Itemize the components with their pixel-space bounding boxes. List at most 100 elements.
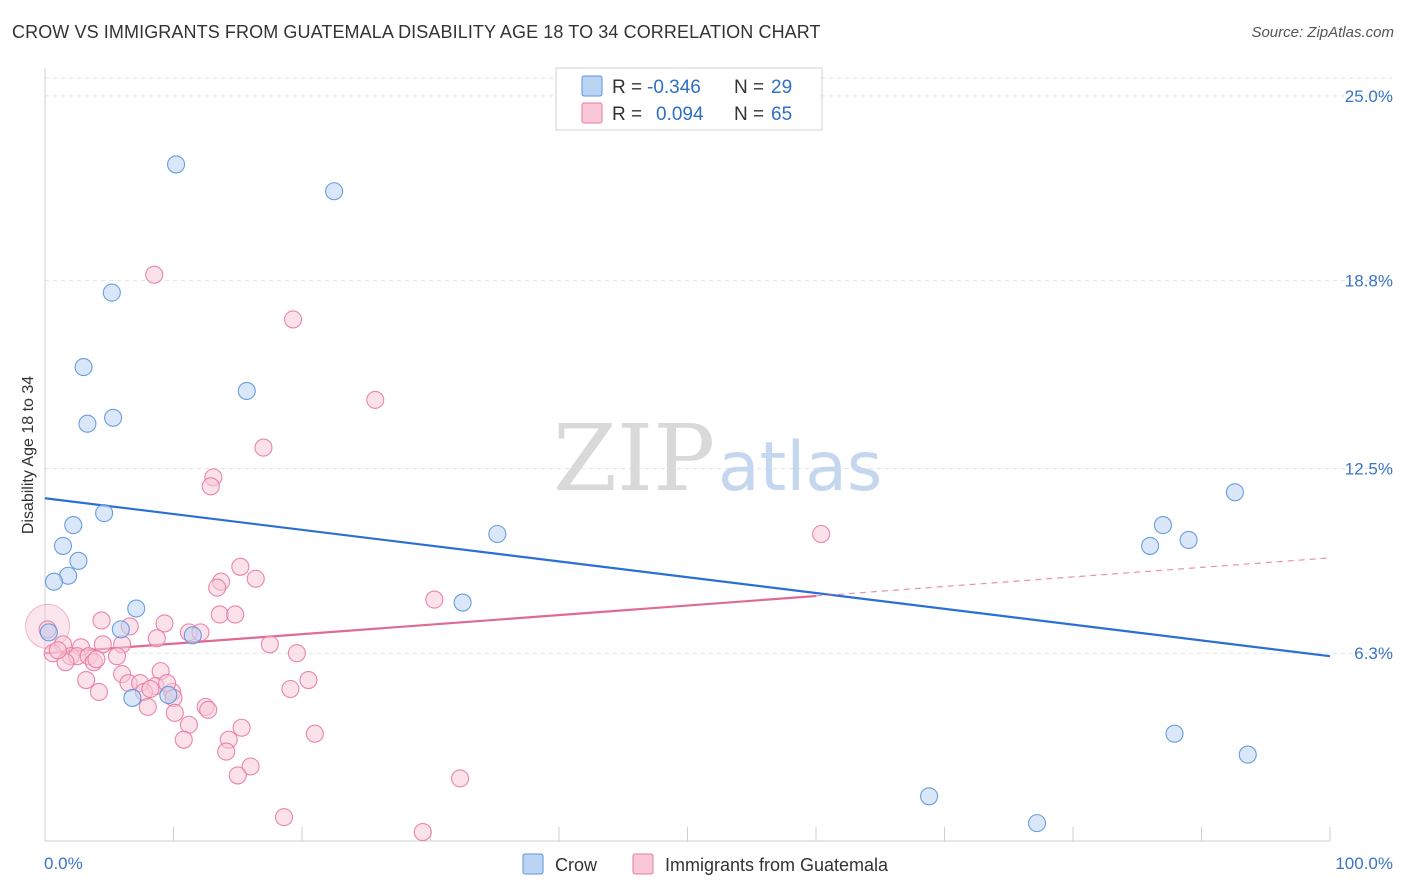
point-crow-15 (183, 626, 202, 645)
point-guatemala-59 (451, 769, 470, 788)
point-crow-21 (1153, 516, 1172, 535)
chart-title: CROW VS IMMIGRANTS FROM GUATEMALA DISABI… (12, 22, 821, 42)
point-guatemala-20 (260, 635, 279, 654)
point-guatemala-10 (208, 578, 227, 597)
legend-n-value-guatemala: 65 (771, 104, 792, 125)
point-crow-5 (104, 408, 123, 427)
point-guatemala-56 (217, 742, 236, 761)
bottom-legend-label-crow: Crow (555, 855, 598, 875)
bottom-legend-swatch-guatemala (632, 853, 654, 875)
x-tick-label-1: 100.0% (1335, 854, 1393, 873)
point-crow-12 (44, 572, 64, 591)
point-guatemala-5 (201, 477, 220, 496)
y-tick-label-0: 6.3% (1354, 644, 1393, 663)
point-crow-20 (453, 593, 472, 612)
chart-source: Source: ZipAtlas.com (1251, 24, 1394, 41)
x-tick-label-0: 0.0% (44, 854, 83, 873)
trend-line-guatemala-dashed (815, 557, 1331, 597)
legend-n-value-crow: 29 (771, 77, 792, 98)
legend-r-value-crow: -0.346 (647, 77, 701, 98)
point-guatemala-14 (92, 611, 111, 630)
point-guatemala-1 (283, 310, 303, 329)
point-crow-16 (39, 623, 58, 642)
point-guatemala-6 (812, 524, 831, 544)
point-crow-27 (920, 787, 939, 806)
point-crow-10 (69, 551, 88, 570)
data-points (25, 155, 1257, 842)
point-crow-24 (1225, 483, 1244, 502)
point-crow-17 (123, 688, 142, 707)
point-guatemala-58 (228, 766, 247, 785)
point-guatemala-60 (274, 808, 294, 827)
point-crow-28 (1027, 814, 1047, 833)
point-crow-26 (1238, 745, 1257, 764)
y-tick-labels: 6.3% 12.5% 18.8% 25.0% (1345, 87, 1393, 663)
y-axis-title: Disability Age 18 to 34 (20, 376, 37, 534)
point-guatemala-47 (138, 697, 157, 716)
point-guatemala-54 (174, 730, 193, 749)
legend-r-value-guatemala: 0.094 (656, 104, 704, 125)
point-guatemala-30 (287, 644, 306, 663)
point-crow-2 (102, 283, 121, 302)
point-guatemala-7 (231, 557, 250, 576)
legend-swatch-crow (581, 75, 603, 97)
point-guatemala-12 (210, 605, 229, 624)
point-guatemala-2 (366, 390, 385, 409)
legend-swatch-guatemala (581, 102, 603, 124)
legend-r-label-crow: R = (612, 77, 642, 98)
point-guatemala-53 (305, 724, 324, 743)
bottom-legend-swatch-crow (522, 853, 544, 875)
point-guatemala-22 (93, 635, 112, 654)
legend-n-label-crow: N = (734, 77, 764, 98)
point-guatemala-0 (145, 265, 164, 284)
point-guatemala-52 (232, 718, 251, 737)
trend-line-crow (44, 497, 1331, 658)
point-guatemala-13 (226, 605, 245, 624)
point-guatemala-42 (141, 679, 160, 699)
point-crow-7 (95, 504, 114, 523)
y-tick-label-2: 18.8% (1345, 272, 1393, 291)
trend-lines (44, 497, 1331, 658)
point-crow-14 (111, 620, 130, 639)
point-guatemala-43 (281, 679, 300, 699)
point-guatemala-29 (107, 647, 127, 666)
point-guatemala-44 (89, 682, 109, 702)
point-crow-6 (78, 414, 97, 433)
point-guatemala-15 (155, 614, 174, 633)
point-crow-3 (74, 358, 93, 377)
point-crow-22 (1141, 536, 1160, 555)
point-crow-25 (1165, 724, 1184, 743)
point-guatemala-11 (425, 590, 444, 609)
point-crow-19 (488, 524, 507, 544)
watermark: ZIP atlas (553, 405, 882, 512)
y-tick-label-3: 25.0% (1345, 87, 1393, 106)
y-tick-label-1: 12.5% (1345, 459, 1393, 478)
point-crow-18 (159, 685, 178, 705)
point-crow-13 (127, 599, 146, 618)
x-tick-labels: 0.0% 100.0% (44, 854, 1393, 873)
point-crow-0 (167, 155, 186, 174)
point-guatemala-48 (165, 703, 184, 722)
point-guatemala-39 (299, 671, 318, 690)
point-guatemala-50 (199, 700, 218, 719)
point-guatemala-57 (241, 757, 260, 776)
legend-n-label-guatemala: N = (734, 104, 764, 125)
legend-r-label-guatemala: R = (612, 104, 642, 125)
watermark-zip: ZIP (553, 405, 715, 512)
point-guatemala-61 (413, 823, 432, 842)
bottom-legend: Crow Immigrants from Guatemala (522, 853, 889, 875)
point-crow-23 (1179, 530, 1198, 550)
point-crow-4 (237, 381, 256, 400)
point-guatemala-8 (246, 569, 265, 588)
point-guatemala-3 (254, 438, 273, 457)
point-guatemala-64 (48, 641, 67, 660)
trend-line-guatemala (44, 594, 817, 655)
point-guatemala-19 (147, 629, 166, 648)
point-crow-9 (53, 536, 73, 555)
stats-legend: R = -0.346 N = 29 R = 0.094 N = 65 (555, 67, 823, 131)
bottom-legend-label-guatemala: Immigrants from Guatemala (665, 855, 889, 875)
point-crow-1 (325, 182, 344, 201)
point-guatemala-36 (77, 671, 96, 690)
point-guatemala-63 (87, 650, 106, 669)
